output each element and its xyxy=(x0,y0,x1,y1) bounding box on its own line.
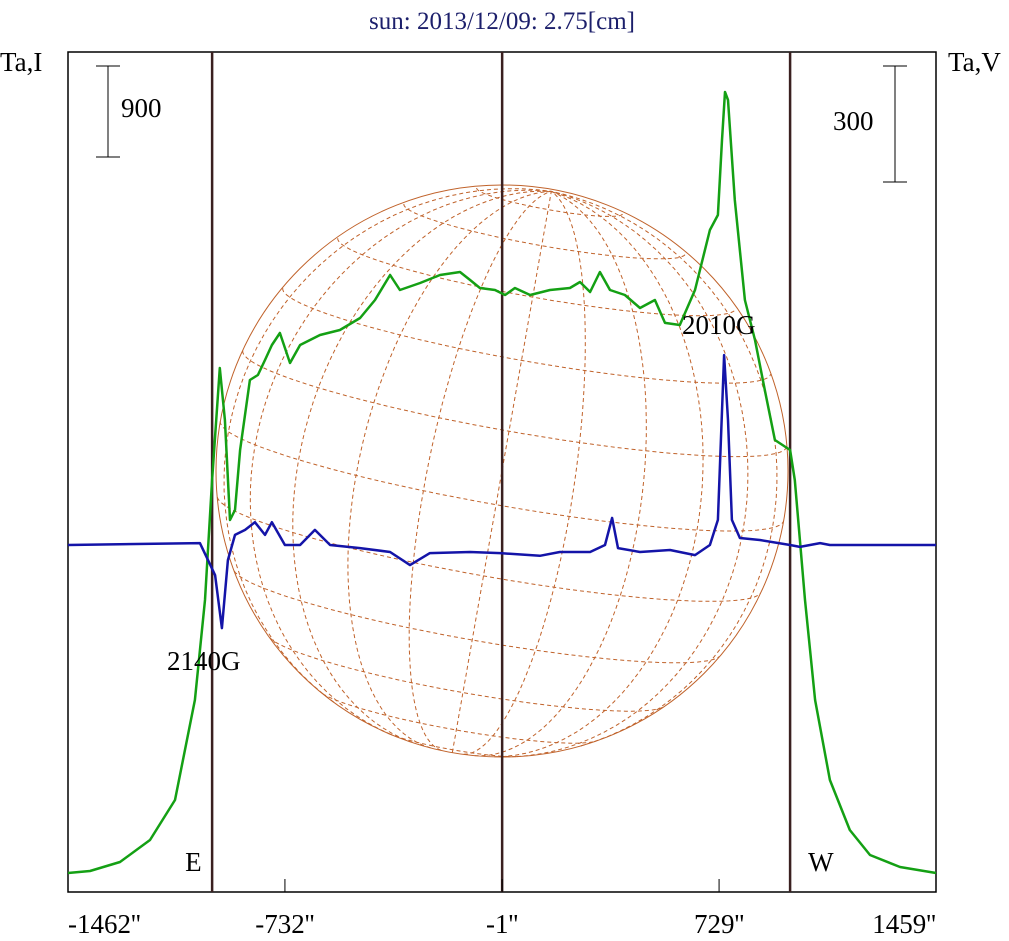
meridian-line xyxy=(451,191,552,753)
parallel-line xyxy=(322,693,595,744)
meridian-line xyxy=(463,191,586,755)
parallel-line xyxy=(242,350,788,458)
meridian-line xyxy=(347,190,552,749)
meridian-line xyxy=(516,190,749,758)
scale-bar-label: 300 xyxy=(833,106,874,136)
parallel-line xyxy=(216,497,761,602)
meridian-line xyxy=(223,188,552,703)
parallel-line xyxy=(233,570,720,664)
series-line-I xyxy=(67,90,937,875)
meridian-line xyxy=(551,190,778,747)
annotation-label: 2010G xyxy=(682,310,756,340)
x-tick-label: -732'' xyxy=(255,909,314,939)
x-tick-label: 1459'' xyxy=(872,909,936,939)
x-tick-label: 729'' xyxy=(694,909,744,939)
meridian-line xyxy=(408,190,552,751)
annotation-label: 2140G xyxy=(167,646,241,676)
meridian-line xyxy=(249,189,552,735)
y-label-right: Ta,V xyxy=(948,47,1001,77)
parallel-line xyxy=(337,238,737,317)
parallel-line xyxy=(282,288,772,384)
series-line-V xyxy=(67,353,936,630)
parallel-line xyxy=(403,204,686,260)
parallel-line xyxy=(476,188,623,217)
y-label-left: Ta,I xyxy=(0,47,42,77)
meridian-line xyxy=(494,190,704,758)
meridian-line xyxy=(292,190,552,743)
parallel-line xyxy=(269,637,664,712)
chart-title: sun: 2013/12/09: 2.75[cm] xyxy=(369,8,635,35)
scale-bar-label: 900 xyxy=(121,93,162,123)
x-tick-label: -1'' xyxy=(486,909,518,939)
meridian-line xyxy=(474,190,647,757)
solar-disk-grid xyxy=(215,184,789,758)
limb-label: W xyxy=(808,847,834,877)
x-tick-label: -1462'' xyxy=(68,909,141,939)
limb-label: E xyxy=(185,847,202,877)
parallel-line xyxy=(219,421,785,532)
